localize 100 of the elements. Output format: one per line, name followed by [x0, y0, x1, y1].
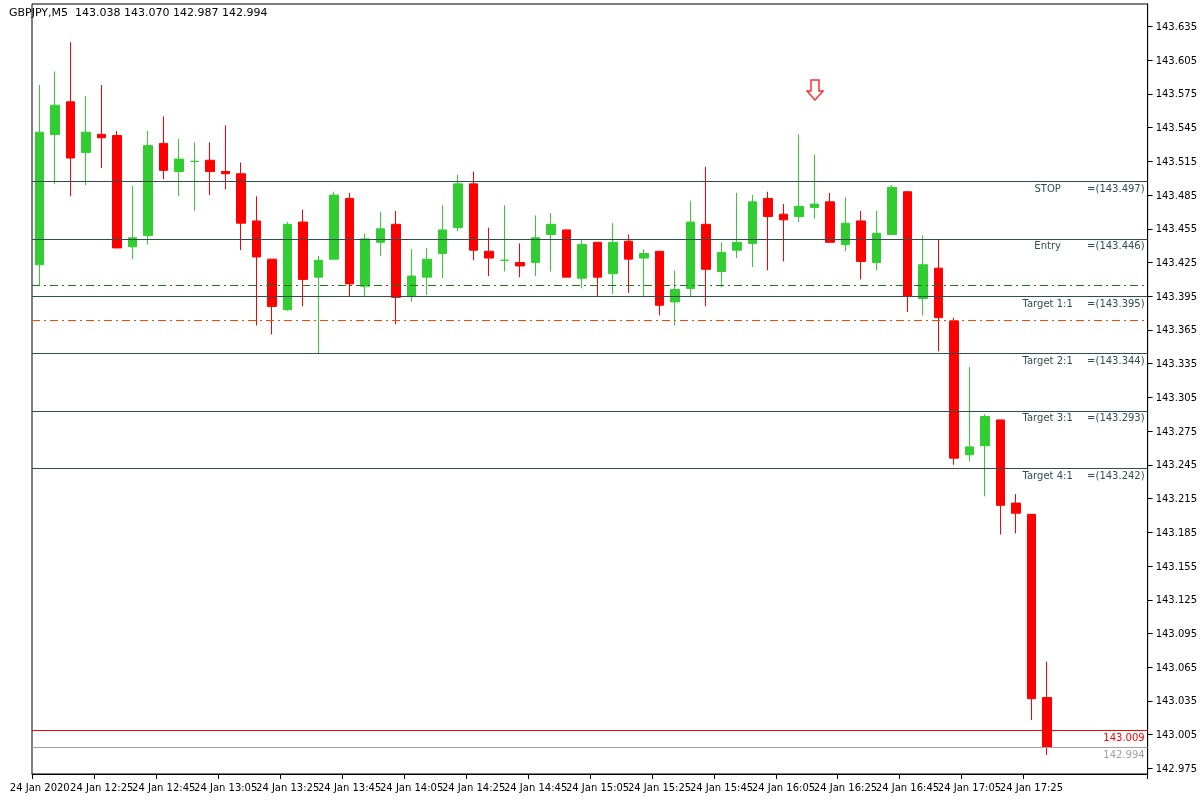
- y-tick-label: 143.125: [1155, 594, 1198, 606]
- chart-title: GBPJPY,M5 143.038 143.070 142.987 142.994: [9, 6, 268, 19]
- candlestick: [159, 115, 168, 180]
- x-tick-label: 24 Jan 15:25: [627, 781, 692, 793]
- x-tick-label: 24 Jan 12:45: [132, 781, 196, 793]
- ref-line-label: =(143.446): [1087, 240, 1145, 252]
- candlestick: [562, 229, 571, 278]
- candlestick: [143, 130, 153, 246]
- annotation: Entry: [1034, 240, 1062, 252]
- candlestick: [841, 196, 850, 252]
- y-tick-label: 143.605: [1155, 54, 1198, 66]
- candlestick: [314, 255, 323, 355]
- x-tick-label: 24 Jan 14:45: [503, 781, 568, 793]
- ref-line-label: =(143.395): [1087, 297, 1145, 309]
- candlestick: [717, 241, 726, 288]
- candlestick: [779, 203, 788, 262]
- x-tick-label: 24 Jan 15:45: [689, 781, 754, 793]
- candlestick: [205, 141, 215, 196]
- candlestick: [469, 170, 478, 261]
- candlestick: [531, 214, 540, 277]
- annotation: STOP: [1034, 183, 1061, 195]
- x-tick-label: 24 Jan 17:05: [937, 781, 1002, 793]
- y-tick-label: 143.395: [1155, 290, 1198, 302]
- y-tick-label: 143.095: [1155, 627, 1198, 639]
- x-tick-label: 24 Jan 14:05: [379, 781, 444, 793]
- candlestick: [577, 239, 587, 289]
- x-tick-label: 24 Jan 14:25: [441, 781, 506, 793]
- candlestick: [283, 221, 292, 312]
- candlestick: [701, 166, 711, 307]
- x-tick-label: 24 Jan 13:45: [317, 781, 382, 793]
- y-tick-label: 143.005: [1155, 729, 1198, 741]
- ref-line-label: 143.009: [1103, 731, 1145, 743]
- ref-line-label: 142.994: [1103, 748, 1145, 760]
- candlestick: [686, 200, 695, 298]
- y-tick-label: 143.635: [1155, 20, 1198, 32]
- candlestick: [35, 84, 44, 286]
- candlestick: [980, 413, 990, 497]
- candlestick: [453, 174, 463, 232]
- candlestick: [996, 419, 1005, 536]
- candlestick: [345, 192, 354, 297]
- y-tick-label: 143.215: [1155, 493, 1198, 505]
- candlestick: [794, 133, 804, 223]
- ref-line-label: =(143.293): [1087, 412, 1145, 424]
- candlestick: [965, 366, 974, 462]
- annotation: Target 1:1: [1021, 297, 1073, 309]
- ref-line-label: =(143.242): [1087, 469, 1145, 481]
- candlestick: [500, 204, 509, 273]
- candlestick: [422, 247, 432, 296]
- candlestick: [97, 84, 106, 169]
- x-tick-label: 24 Jan 13:05: [194, 781, 258, 793]
- candlestick: [174, 138, 184, 197]
- candlestick: [872, 210, 881, 271]
- y-tick-label: 143.515: [1155, 155, 1198, 167]
- y-tick-label: 143.065: [1155, 661, 1198, 673]
- candlestick: [732, 192, 742, 259]
- candlestick: [763, 191, 773, 271]
- y-tick-label: 143.305: [1155, 391, 1198, 403]
- candlestick: [515, 242, 525, 278]
- candlestick: [329, 191, 339, 260]
- candlestick: [624, 233, 633, 294]
- candlestick: [593, 241, 602, 297]
- candlestick: [391, 210, 401, 325]
- x-tick-label: 24 Jan 13:25: [256, 781, 320, 793]
- candlestick: [128, 185, 137, 260]
- candlestick: [484, 227, 494, 277]
- y-tick-label: 143.155: [1155, 560, 1198, 572]
- candlestick: [407, 248, 416, 303]
- candlestick: [546, 212, 556, 273]
- y-tick-label: 143.185: [1155, 526, 1198, 538]
- x-tick-label: 24 Jan 16:05: [751, 781, 816, 793]
- candlestick: [221, 124, 230, 190]
- candlestick: [856, 210, 866, 280]
- candlestick: [825, 192, 835, 243]
- candlestick: [748, 194, 757, 268]
- candlestick: [50, 70, 60, 185]
- candlestick: [190, 141, 199, 212]
- candlestick: [298, 209, 308, 307]
- x-tick-label: 24 Jan 12:25: [70, 781, 134, 793]
- y-tick-label: 143.575: [1155, 88, 1198, 100]
- candlestick: [670, 269, 680, 326]
- x-tick-label: 24 Jan 16:25: [813, 781, 878, 793]
- annotation: Target 3:1: [1021, 412, 1073, 424]
- candlestick: [655, 250, 664, 316]
- candlestick: [112, 130, 122, 249]
- y-tick-label: 143.545: [1155, 122, 1198, 134]
- candlestick: [608, 222, 618, 295]
- y-tick-label: 143.425: [1155, 257, 1198, 269]
- y-tick-label: 143.245: [1155, 459, 1198, 471]
- candlestick: [438, 204, 447, 279]
- x-tick-label: 24 Jan 2020: [9, 781, 70, 793]
- ref-line-label: =(143.497): [1087, 183, 1145, 195]
- candlestick: [252, 195, 261, 326]
- candlestick: [934, 239, 943, 352]
- annotation: Target 4:1: [1021, 469, 1073, 481]
- y-tick-label: 143.335: [1155, 358, 1198, 370]
- candlestick: [236, 162, 246, 251]
- y-tick-label: 142.975: [1155, 762, 1198, 774]
- x-tick-label: 24 Jan 17:25: [999, 781, 1064, 793]
- ref-line-label: =(143.344): [1087, 355, 1145, 367]
- candlestick: [810, 154, 819, 220]
